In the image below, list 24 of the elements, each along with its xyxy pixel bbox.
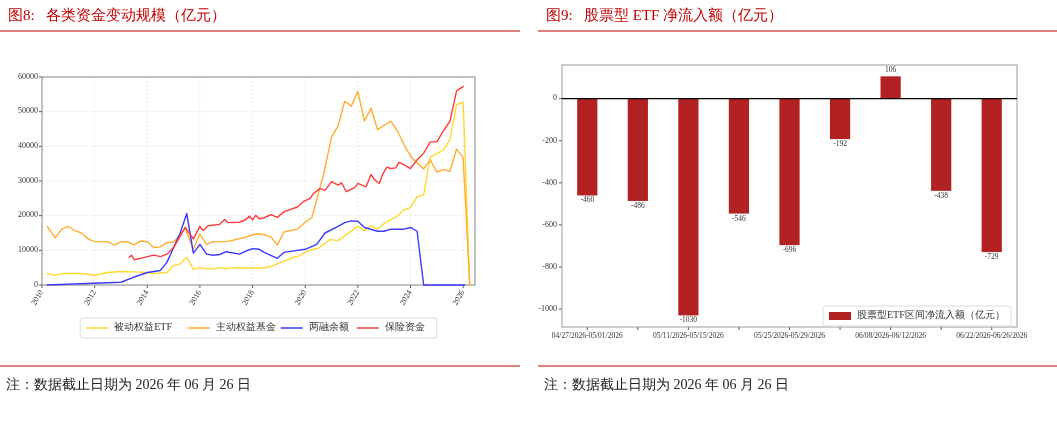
y-tick-label: -800	[542, 261, 557, 271]
y-tick-label: 0	[553, 93, 557, 103]
line-series	[128, 86, 464, 261]
chart-title: 图9: 股票型 ETF 净流入额（亿元）	[546, 7, 784, 23]
y-tick-label: 50000	[18, 106, 38, 116]
y-tick-label: 40000	[18, 141, 38, 151]
legend-label: 两融余额	[308, 321, 349, 333]
y-tick-label: 10000	[18, 245, 38, 255]
y-tick-label: -200	[542, 135, 557, 145]
y-tick-label: 20000	[18, 210, 38, 220]
legend-label: 保险资金	[384, 321, 425, 333]
y-tick-label: -600	[542, 219, 557, 229]
legend-label: 股票型ETF区间净流入额（亿元）	[857, 309, 1005, 321]
y-tick-label: 60000	[18, 71, 38, 81]
y-tick-label: -1000	[538, 303, 557, 313]
y-tick-label: 30000	[18, 175, 38, 185]
text: 注：数据截止日期为 2026 年 06 月 26 日	[6, 377, 251, 392]
chart-title: 图8: 各类资金变动规模（亿元）	[8, 7, 226, 23]
y-tick-label: -400	[542, 177, 557, 187]
legend-label: 主动权益基金	[215, 321, 276, 333]
line-series	[46, 212, 466, 286]
y-tick-label: 0	[34, 279, 38, 289]
text: 注：数据截止日期为 2026 年 06 月 26 日	[544, 377, 789, 392]
legend-label: 被动权益ETF	[114, 321, 173, 333]
